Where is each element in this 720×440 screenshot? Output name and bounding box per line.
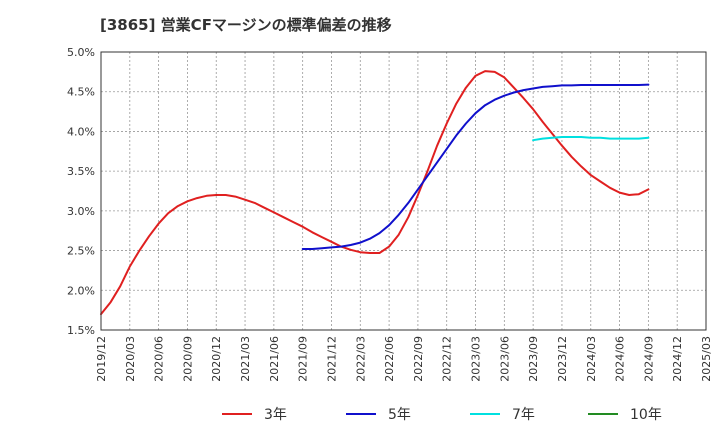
grid-lines xyxy=(101,52,706,330)
x-tick-label: 2019/12 xyxy=(95,336,108,382)
x-tick-label: 2023/12 xyxy=(556,336,569,382)
x-tick-label: 2020/12 xyxy=(210,336,223,382)
x-tick-label: 2021/09 xyxy=(297,336,310,382)
legend-label-0: 3年 xyxy=(264,407,287,423)
y-axis-ticks: 1.5% 2.0% 2.5% 3.0% 3.5% 4.0% 4.5% 5.0% xyxy=(67,46,95,337)
legend-label-1: 5年 xyxy=(388,407,411,423)
x-tick-label: 2020/03 xyxy=(124,336,137,382)
legend: 3年 5年 7年 10年 xyxy=(222,407,662,423)
x-tick-label: 2023/06 xyxy=(498,336,511,382)
legend-label-2: 7年 xyxy=(512,407,535,423)
x-tick-label: 2021/06 xyxy=(268,336,281,382)
x-tick-label: 2022/06 xyxy=(383,336,396,382)
x-tick-label: 2021/12 xyxy=(325,336,338,382)
series-line-0 xyxy=(100,70,650,316)
y-tick-label: 2.0% xyxy=(67,284,95,297)
x-tick-label: 2023/09 xyxy=(527,336,540,382)
y-tick-label: 2.5% xyxy=(67,245,95,258)
x-tick-label: 2022/09 xyxy=(412,336,425,382)
y-tick-label: 3.5% xyxy=(67,165,95,178)
x-tick-label: 2024/03 xyxy=(585,336,598,382)
x-tick-label: 2022/12 xyxy=(441,336,454,382)
x-axis-ticks: 2019/12 2020/03 2020/06 2020/09 2020/12 2021/… xyxy=(95,336,713,382)
series-line-2 xyxy=(532,136,650,142)
x-tick-label: 2024/12 xyxy=(671,336,684,382)
y-tick-label: 4.0% xyxy=(67,125,95,138)
x-tick-label: 2022/03 xyxy=(354,336,367,382)
x-tick-label: 2020/06 xyxy=(153,336,166,382)
y-tick-label: 1.5% xyxy=(67,324,95,337)
x-tick-label: 2024/06 xyxy=(614,336,627,382)
x-tick-label: 2020/09 xyxy=(181,336,194,382)
x-tick-label: 2023/03 xyxy=(470,336,483,382)
series-line-1 xyxy=(301,83,650,250)
x-tick-label: 2021/03 xyxy=(239,336,252,382)
plot-frame xyxy=(100,51,707,331)
y-tick-label: 4.5% xyxy=(67,86,95,99)
chart-title: [3865] 営業CFマージンの標準偏差の推移 xyxy=(100,16,392,34)
y-tick-label: 3.0% xyxy=(67,205,95,218)
series-lines xyxy=(100,70,650,316)
x-tick-label: 2024/09 xyxy=(642,336,655,382)
x-tick-label: 2025/03 xyxy=(700,336,713,382)
legend-label-3: 10年 xyxy=(630,407,662,423)
y-tick-label: 5.0% xyxy=(67,46,95,59)
